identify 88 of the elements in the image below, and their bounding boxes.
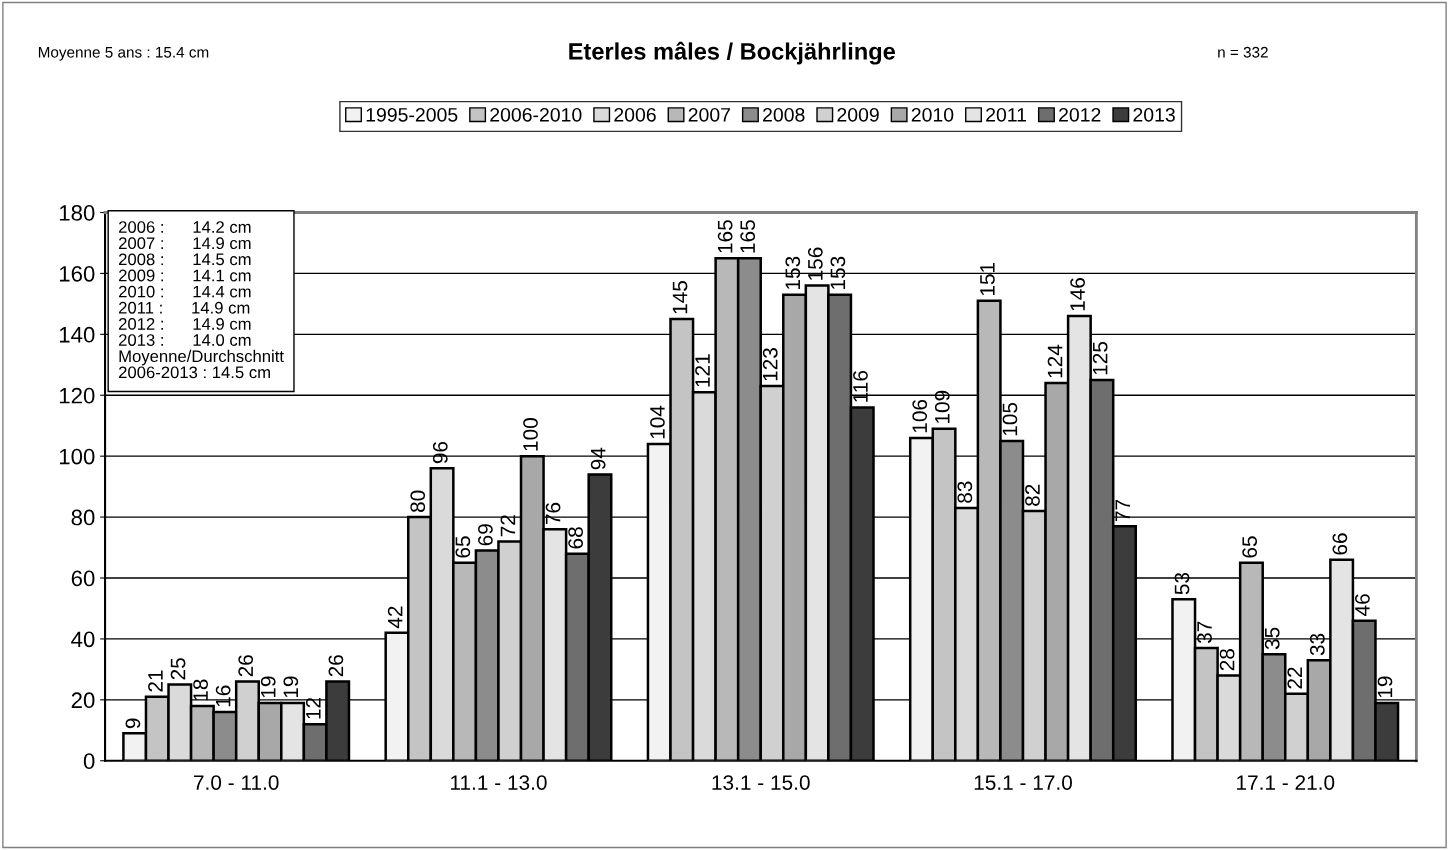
annotation: 2013 : 14.0 cm (119, 334, 251, 346)
data-label: 96 (432, 441, 448, 464)
data-label: 46 (1355, 594, 1370, 616)
data-label: 151 (980, 262, 995, 296)
data-label: 145 (672, 281, 688, 314)
legend-label: 2013 (1133, 107, 1175, 122)
data-label: 165 (717, 220, 733, 253)
y-tick-label: 140 (59, 326, 95, 343)
data-label: 53 (1174, 572, 1190, 595)
y-tick-label: 160 (59, 265, 95, 282)
data-label: 19 (1377, 676, 1393, 698)
data-label: 26 (328, 655, 344, 677)
data-label: 18 (193, 679, 208, 701)
x-tick-label: 7.0 - 11.0 (194, 775, 279, 790)
x-tick-label: 15.1 - 17.0 (974, 775, 1072, 790)
annotation: 2009 : 14.1 cm (119, 269, 251, 282)
legend-label: 1995-2005 (366, 107, 458, 122)
data-label: 94 (590, 447, 606, 470)
data-label: 9 (125, 718, 141, 729)
data-label: 80 (410, 490, 426, 513)
data-label: 105 (1002, 402, 1018, 436)
data-label: 12 (305, 697, 321, 719)
data-label: 33 (1309, 633, 1325, 656)
data-label: 104 (650, 405, 665, 439)
annotation: 2007 : 14.9 cm (119, 237, 251, 250)
data-label: 35 (1264, 627, 1280, 650)
data-label: 42 (387, 606, 403, 629)
data-label: 16 (215, 685, 231, 707)
data-label: 66 (1332, 533, 1348, 555)
data-label: 156 (807, 247, 823, 280)
y-tick-label: 20 (71, 692, 95, 709)
x-tick-label: 11.1 - 13.0 (451, 775, 547, 790)
annotation: 2012 : 14.9 cm (119, 318, 251, 330)
data-label: 125 (1092, 341, 1108, 375)
legend-label: 2011 (986, 107, 1027, 122)
annotation: 2010 : 14.4 cm (119, 285, 251, 298)
chart-title: Eterles mâles / Bockjährlinge (569, 41, 895, 65)
data-label: 26 (238, 655, 254, 677)
data-label: 37 (1197, 621, 1212, 644)
annotation: 2011 : 14.9 cm (119, 301, 250, 314)
data-label: 100 (523, 418, 538, 451)
data-label: 82 (1025, 484, 1040, 506)
annotation: Moyenne/Durchschnitt (119, 349, 284, 366)
data-label: 21 (148, 670, 163, 692)
data-label: 22 (1287, 667, 1302, 689)
data-label: 28 (1219, 649, 1235, 671)
data-label: 19 (260, 676, 276, 698)
data-label: 25 (170, 658, 186, 680)
text: n = 332 (1218, 46, 1268, 58)
data-label: 19 (283, 676, 299, 698)
data-label: 65 (455, 536, 471, 558)
y-tick-label: 180 (59, 205, 95, 221)
data-label: 68 (568, 527, 583, 549)
data-label: 121 (695, 354, 710, 387)
data-label: 124 (1047, 344, 1063, 378)
data-label: 123 (762, 348, 778, 381)
y-tick-label: 100 (59, 448, 95, 465)
annotation: 2006-2013 : 14.5 cm (119, 366, 270, 379)
data-label: 72 (500, 515, 516, 537)
y-tick-label: 40 (71, 631, 95, 648)
data-label: 109 (934, 390, 950, 423)
x-tick-label: 13.1 - 15.0 (712, 775, 810, 790)
annotation: 2008 : 14.5 cm (119, 253, 251, 266)
data-label: 146 (1070, 278, 1085, 311)
legend-label: 2006-2010 (490, 107, 582, 122)
data-label: 77 (1115, 499, 1130, 521)
annotation: 2006 : 14.2 cm (119, 221, 251, 233)
legend-label: 2010 (911, 107, 954, 122)
data-label: 76 (545, 502, 561, 525)
data-label: 153 (785, 256, 801, 289)
y-tick-label: 0 (83, 753, 95, 770)
data-label: 165 (740, 220, 756, 253)
data-label: 69 (478, 524, 493, 546)
legend-label: 2009 (837, 107, 879, 122)
y-tick-label: 80 (71, 509, 95, 526)
data-label: 153 (830, 256, 846, 289)
y-tick-label: 60 (71, 570, 95, 587)
data-label: 116 (853, 370, 868, 402)
legend-label: 2008 (763, 107, 805, 122)
text: Moyenne 5 ans : 15.4 cm (38, 46, 209, 61)
data-label: 65 (1242, 536, 1258, 558)
legend-label: 2012 (1059, 107, 1101, 122)
legend-label: 2006 (614, 107, 656, 122)
data-label: 83 (957, 481, 973, 503)
data-label: 106 (912, 399, 928, 433)
y-tick-label: 120 (59, 387, 95, 404)
x-tick-label: 17.1 - 21.0 (1237, 775, 1335, 790)
legend-label: 2007 (688, 107, 730, 122)
